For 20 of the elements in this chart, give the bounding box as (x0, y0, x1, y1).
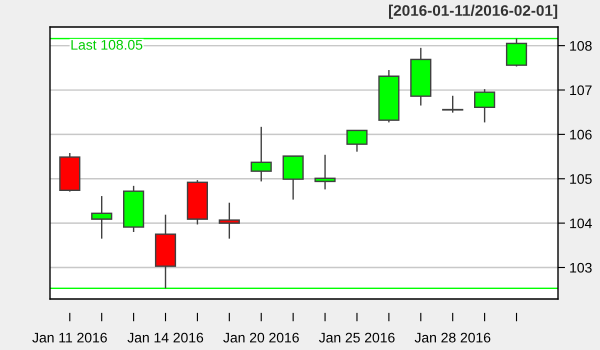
y-tick-label: 105 (570, 174, 592, 184)
candlestick (91, 195, 112, 240)
chart-subtitle: [2016-01-11/2016-02-01] (388, 4, 558, 19)
candlestick (346, 130, 368, 152)
y-tick-label: 107 (570, 85, 592, 96)
x-tick-label: Jan 14 2016 (128, 332, 204, 343)
y-tick-label: 103 (570, 262, 592, 273)
x-tick-label: Jan 25 2016 (318, 332, 395, 343)
x-tick-label: Jan 11 2016 (32, 332, 107, 343)
candlestick (314, 154, 336, 190)
x-tick-label: Jan 28 2016 (414, 332, 490, 343)
candlestick (218, 202, 240, 240)
candlestick (250, 126, 272, 182)
annotation: Last 108.05 (71, 40, 142, 50)
candlestick (282, 155, 304, 200)
x-tick-label: Jan 20 2016 (223, 332, 299, 343)
y-tick-label: 108 (570, 40, 592, 51)
y-tick-label: 106 (570, 130, 592, 140)
candlestick (474, 88, 496, 124)
y-tick-label: 104 (570, 218, 592, 228)
